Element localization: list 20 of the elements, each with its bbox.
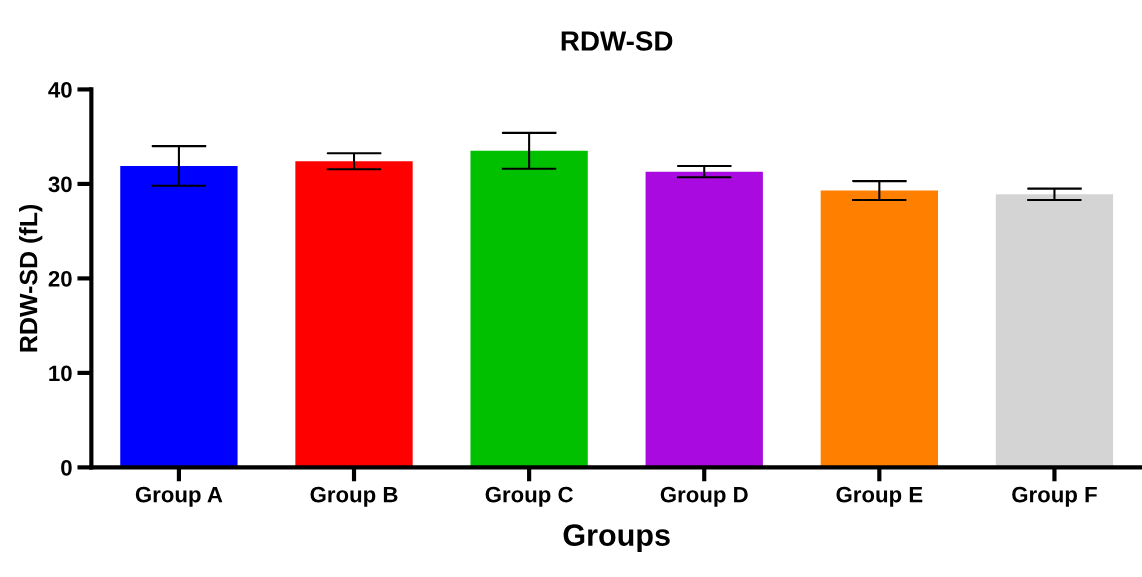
x-tick-label: Group A [135,486,223,507]
bar [995,194,1114,468]
bar [470,150,588,468]
x-tick-label: Group D [660,486,748,507]
x-axis-title: Groups [563,524,670,552]
x-tick-label: Group B [310,486,398,507]
x-tick-label: Group F [1012,486,1097,507]
y-tick-label: 0 [61,459,72,476]
chart-title: RDW-SD [561,31,673,51]
y-tick-label: 30 [48,176,72,193]
bar [295,161,413,468]
x-tick-label: Group C [485,486,573,507]
y-tick-label: 10 [49,365,72,382]
bar [820,190,938,468]
bar [645,171,763,468]
bar [120,165,238,468]
y-tick-label: 20 [48,270,72,287]
x-tick-label: Group E [836,486,923,507]
y-tick-label: 40 [48,81,72,98]
y-axis-title: RDW-SD (fL) [19,204,43,352]
